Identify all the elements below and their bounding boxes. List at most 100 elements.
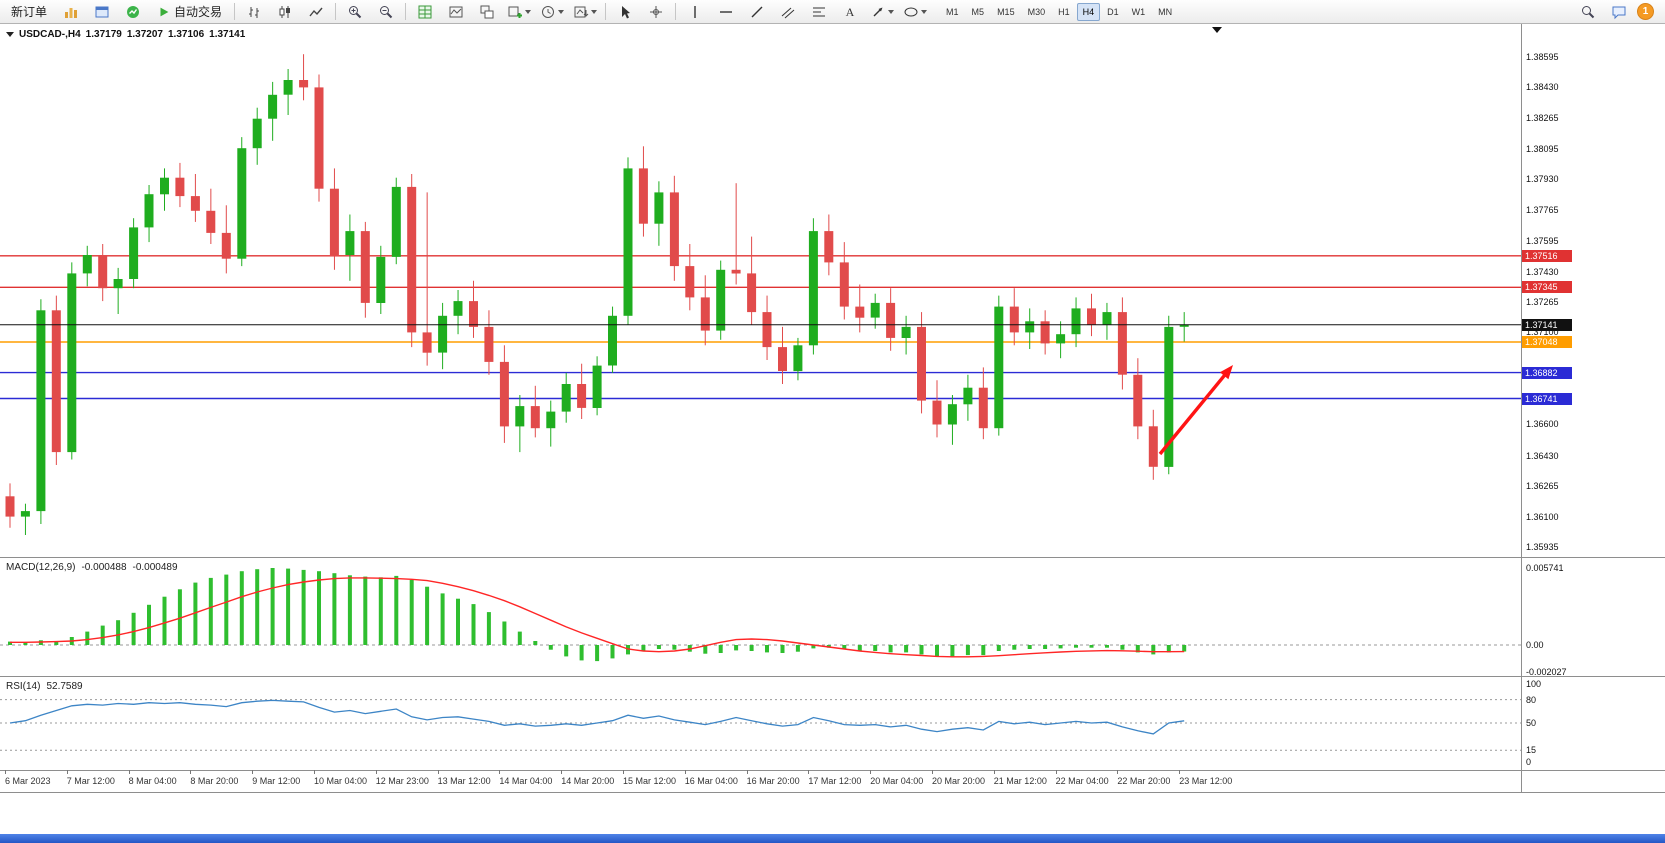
candle-body xyxy=(283,80,293,95)
candle-body xyxy=(963,387,973,405)
time-axis-tick xyxy=(66,770,68,774)
chart-shift-marker[interactable] xyxy=(1212,27,1222,33)
panel-divider[interactable] xyxy=(0,676,1665,677)
time-axis-label: 15 Mar 12:00 xyxy=(623,776,677,786)
macd-histogram-bar xyxy=(23,642,28,645)
candle-body xyxy=(113,279,123,289)
macd-histogram-bar xyxy=(378,577,383,645)
new-order-button[interactable]: 新订单 xyxy=(3,2,55,22)
macd-histogram-bar xyxy=(610,645,615,659)
candle-body xyxy=(252,118,262,149)
candle-body xyxy=(1087,308,1096,325)
candle-body xyxy=(716,269,726,331)
toolbar-separator xyxy=(335,3,337,20)
price-chart-svg[interactable] xyxy=(0,24,1521,557)
shapes-tool-icon[interactable] xyxy=(899,1,931,23)
candlestick-chart-icon[interactable] xyxy=(270,1,300,23)
timeframe-button-H4[interactable]: H4 xyxy=(1076,2,1101,21)
macd-signal-value: -0.000489 xyxy=(132,562,178,573)
svg-text:A: A xyxy=(846,5,855,19)
timeframe-button-D1[interactable]: D1 xyxy=(1107,6,1119,17)
candle-body xyxy=(654,192,664,224)
timeframe-button-W1[interactable]: W1 xyxy=(1131,6,1146,17)
macd-name: MACD(12,26,9) xyxy=(6,562,76,573)
zoom-out-icon[interactable] xyxy=(371,1,401,23)
macd-histogram-bar xyxy=(888,645,893,653)
indicators-icon[interactable] xyxy=(118,1,148,23)
macd-histogram-bar xyxy=(734,645,739,651)
macd-histogram-bar xyxy=(1182,645,1187,652)
period-clock-icon[interactable] xyxy=(536,1,568,23)
candle-body xyxy=(1009,306,1019,333)
window-list-icon[interactable] xyxy=(472,1,502,23)
autotrading-button[interactable]: 自动交易 xyxy=(149,1,230,23)
macd-histogram-bar xyxy=(996,645,1001,651)
vertical-line-tool-icon[interactable] xyxy=(680,1,710,23)
price-axis-label: 1.38595 xyxy=(1526,52,1559,62)
candle-body xyxy=(515,406,525,427)
macd-histogram-bar xyxy=(425,586,430,645)
time-axis-tick xyxy=(252,770,254,774)
macd-histogram-bar xyxy=(919,645,924,655)
time-axis-label: 20 Mar 04:00 xyxy=(870,776,924,786)
macd-histogram-bar xyxy=(1105,645,1109,648)
arrows-tool-icon[interactable] xyxy=(866,1,898,23)
macd-histogram-bar xyxy=(1058,645,1063,649)
timeframe-button-M1[interactable]: M1 xyxy=(946,6,959,17)
candle-body xyxy=(329,188,339,255)
line-chart-icon[interactable] xyxy=(301,1,331,23)
profiles-icon[interactable] xyxy=(87,1,117,23)
collapse-triangle-icon[interactable] xyxy=(6,32,14,37)
timeframe-button-H1[interactable]: H1 xyxy=(1058,6,1070,17)
horizontal-line-tool-icon[interactable] xyxy=(711,1,741,23)
candle-body xyxy=(577,384,587,408)
templates-icon[interactable] xyxy=(569,1,601,23)
timeframe-button-M15[interactable]: M15 xyxy=(997,6,1015,17)
trendline-tool-icon[interactable] xyxy=(742,1,772,23)
macd-histogram-bar xyxy=(935,645,939,657)
macd-histogram-bar xyxy=(85,631,90,645)
macd-histogram-bar xyxy=(131,612,136,645)
macd-axis-label: -0.002027 xyxy=(1526,667,1567,678)
macd-panel-svg[interactable] xyxy=(0,560,1521,676)
timeframe-button-M30[interactable]: M30 xyxy=(1027,6,1046,17)
timeframe-button-MN[interactable]: MN xyxy=(1158,6,1173,17)
candle-body xyxy=(484,326,494,362)
cursor-icon[interactable] xyxy=(610,1,640,23)
candle-body xyxy=(144,194,154,228)
price-axis-label: 1.36430 xyxy=(1526,450,1559,461)
new-chart-icon[interactable] xyxy=(503,1,535,23)
time-axis-label: 7 Mar 12:00 xyxy=(66,776,115,786)
notification-badge[interactable]: 1 xyxy=(1637,3,1654,20)
macd-histogram-bar xyxy=(193,582,198,645)
fibonacci-tool-icon[interactable] xyxy=(804,1,834,23)
tile-windows-icon[interactable] xyxy=(410,1,440,23)
price-axis-label: 1.38265 xyxy=(1526,112,1559,123)
crosshair-icon[interactable] xyxy=(641,1,671,23)
candle-body xyxy=(36,310,46,512)
channel-tool-icon[interactable] xyxy=(773,1,803,23)
rsi-panel-svg[interactable] xyxy=(0,678,1521,770)
chat-icon[interactable] xyxy=(1604,1,1634,23)
candle-body xyxy=(855,306,865,318)
panel-divider[interactable] xyxy=(0,557,1665,558)
trend-arrow-head xyxy=(1219,365,1233,380)
candle-body xyxy=(917,326,926,401)
price-axis-border[interactable] xyxy=(1521,24,1522,792)
time-axis-tick xyxy=(128,770,130,774)
macd-histogram-bar xyxy=(317,571,321,645)
charts-icon[interactable] xyxy=(56,1,86,23)
zoom-in-icon[interactable] xyxy=(340,1,370,23)
bar-chart-icon[interactable] xyxy=(239,1,269,23)
toolbar-separator xyxy=(405,3,407,20)
macd-signal-line xyxy=(10,577,1185,658)
macd-histogram-bar xyxy=(765,645,769,653)
search-icon[interactable] xyxy=(1573,1,1603,23)
indicator-window-icon[interactable] xyxy=(441,1,471,23)
time-axis-tick xyxy=(1179,770,1181,774)
trend-arrow[interactable] xyxy=(1158,371,1229,456)
text-tool-icon[interactable]: A xyxy=(835,1,865,23)
chart-low-value: 1.37106 xyxy=(167,29,205,40)
time-axis-label: 14 Mar 20:00 xyxy=(561,776,615,786)
timeframe-button-M5[interactable]: M5 xyxy=(971,6,985,17)
